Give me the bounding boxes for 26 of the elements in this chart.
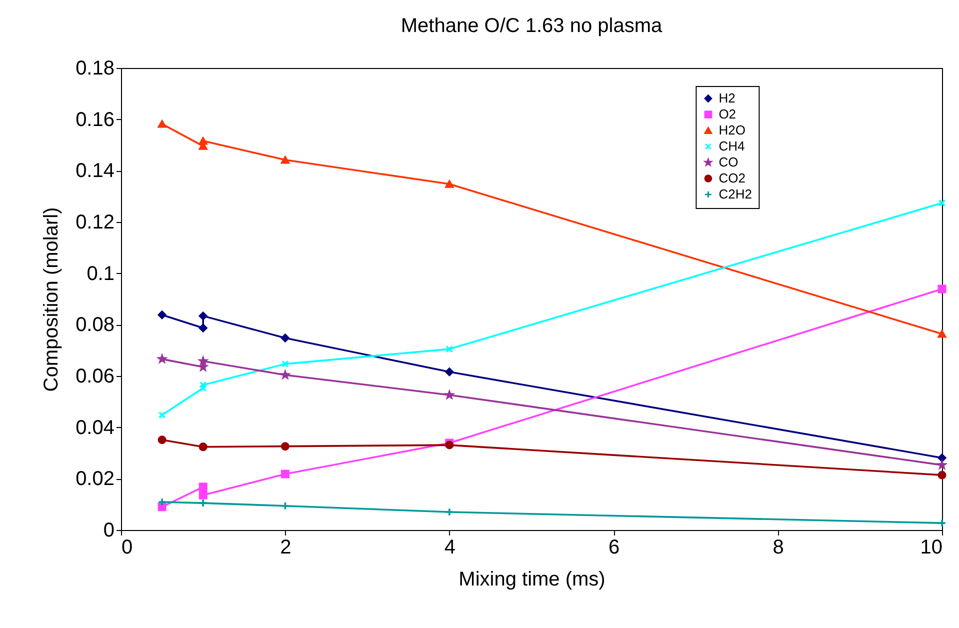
y-tick-label: 0.06 [76,366,114,388]
legend-label: H2O [718,122,746,138]
y-tick-label: 0.12 [76,212,114,234]
y-tick-label: 0.04 [76,416,114,439]
y-tick-label: 0.08 [76,314,114,336]
y-axis-title: Composition (molarl) [40,207,63,392]
legend-label: CO2 [718,170,746,186]
legend-label: CO [718,154,738,170]
y-tick-label: 0.16 [76,108,114,131]
legend-label: CH4 [718,138,745,154]
x-tick-label: 2 [280,536,292,558]
x-tick-label: 8 [772,536,784,558]
x-tick-label: 0 [122,536,133,558]
legend-label: O2 [718,106,736,122]
legend-label: C2H2 [718,186,752,202]
x-tick-label: 4 [444,536,456,558]
x-axis-title: Mixing time (ms) [458,568,606,590]
y-tick-label: 0.18 [76,58,114,80]
chart-title: Methane O/C 1.63 no plasma [400,15,664,37]
legend-label: H2 [718,90,736,106]
x-tick-label: 6 [608,536,620,558]
x-tick-label: 10 [920,536,942,558]
y-tick-label: 0.1 [86,262,114,285]
y-tick-label: 0.02 [76,468,114,490]
y-tick-label: 0 [103,520,114,542]
y-tick-label: 0.14 [76,160,114,182]
